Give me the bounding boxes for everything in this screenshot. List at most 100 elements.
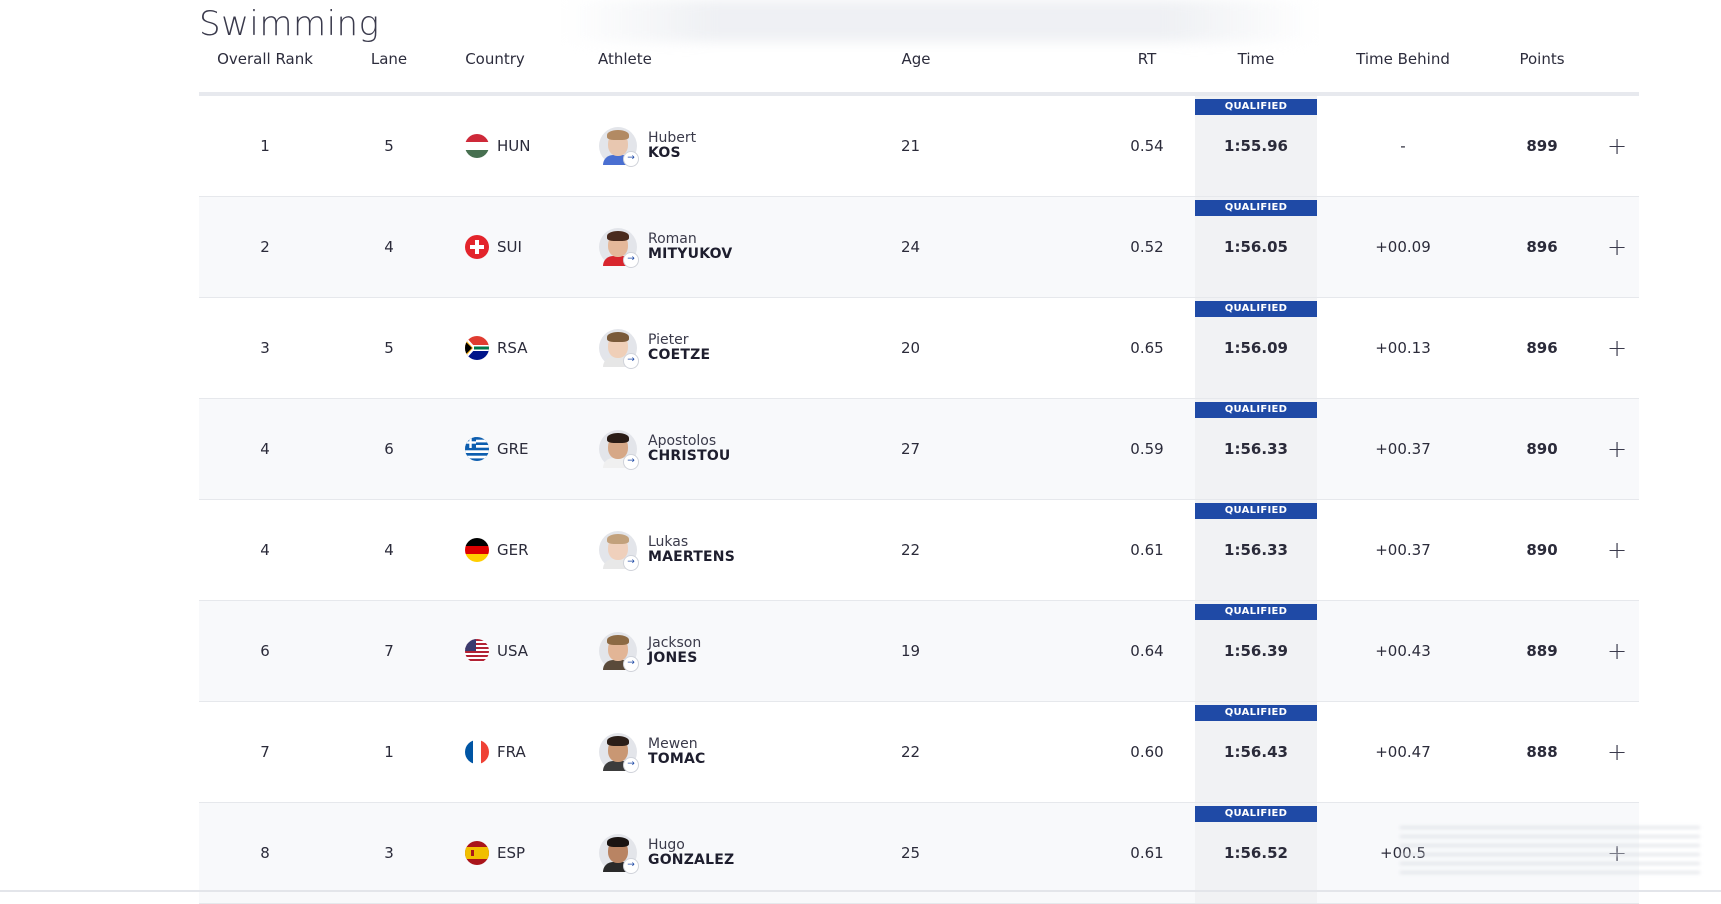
- page-title: Swimming: [199, 4, 380, 44]
- spain-flag-icon: [465, 841, 489, 865]
- lane-cell: 3: [384, 844, 394, 862]
- athlete-avatar[interactable]: →: [599, 834, 639, 874]
- time-behind-cell: +00.43: [1375, 642, 1431, 660]
- expand-row-button[interactable]: +: [1606, 132, 1628, 160]
- qualified-badge: QUALIFIED: [1195, 503, 1317, 519]
- table-header: Overall Rank Lane Country Athlete Age RT…: [199, 40, 1639, 96]
- athlete-first-name: Hubert: [648, 130, 697, 146]
- athlete-name[interactable]: Roman MITYUKOV: [648, 232, 732, 262]
- table-row[interactable]: QUALIFIED 4 6 GRE → Apostolos CHRISTOU 2…: [199, 399, 1639, 500]
- col-country[interactable]: Country: [465, 50, 525, 68]
- avatar-hair: [607, 736, 629, 746]
- athlete-avatar[interactable]: →: [599, 430, 639, 470]
- expand-row-button[interactable]: +: [1606, 738, 1628, 766]
- avatar-shirt: [603, 761, 633, 771]
- col-points[interactable]: Points: [1519, 50, 1565, 68]
- rt-cell: 0.52: [1130, 238, 1164, 256]
- time-behind-cell: +00.37: [1375, 440, 1431, 458]
- table-row[interactable]: QUALIFIED 1 5 HUN → Hubert KOS 21 0.54 1…: [199, 96, 1639, 197]
- col-time[interactable]: Time: [1237, 50, 1275, 68]
- avatar-shirt: [603, 862, 633, 872]
- profile-link-icon[interactable]: →: [623, 656, 639, 672]
- athlete-avatar[interactable]: →: [599, 127, 639, 167]
- lane-cell: 4: [384, 238, 394, 256]
- athlete-first-name: Lukas: [648, 534, 689, 550]
- table-row[interactable]: QUALIFIED 8 3 ESP → Hugo GONZALEZ 25 0.6…: [199, 803, 1639, 904]
- athlete-name[interactable]: Hugo GONZALEZ: [648, 838, 734, 868]
- qualified-badge: QUALIFIED: [1195, 200, 1317, 216]
- time-cell: 1:56.33: [1224, 541, 1288, 559]
- greece-flag-icon: [465, 437, 489, 461]
- table-row[interactable]: QUALIFIED 2 4 SUI → Roman MITYUKOV 24 0.…: [199, 197, 1639, 298]
- avatar-shirt: [603, 256, 633, 266]
- qualified-badge: QUALIFIED: [1195, 705, 1317, 721]
- country-code: GER: [497, 541, 529, 559]
- rt-cell: 0.61: [1130, 541, 1164, 559]
- athlete-name[interactable]: Hubert KOS: [648, 131, 696, 161]
- athlete-avatar[interactable]: →: [599, 632, 639, 672]
- profile-link-icon[interactable]: →: [623, 757, 639, 773]
- athlete-avatar[interactable]: →: [599, 228, 639, 268]
- col-lane[interactable]: Lane: [370, 50, 408, 68]
- table-row[interactable]: QUALIFIED 4 4 GER → Lukas MAERTENS 22 0.…: [199, 500, 1639, 601]
- athlete-name[interactable]: Lukas MAERTENS: [648, 535, 735, 565]
- age-cell: 25: [901, 844, 921, 862]
- athlete-name[interactable]: Jackson JONES: [648, 636, 701, 666]
- table-row[interactable]: QUALIFIED 7 1 FRA → Mewen TOMAC 22 0.60 …: [199, 702, 1639, 803]
- country-code: RSA: [497, 339, 528, 357]
- country-code: ESP: [497, 844, 526, 862]
- expand-row-button[interactable]: +: [1606, 334, 1628, 362]
- qualified-badge: QUALIFIED: [1195, 99, 1317, 115]
- rank-cell: 6: [260, 642, 270, 660]
- athlete-name[interactable]: Pieter COETZE: [648, 333, 710, 363]
- col-rt[interactable]: RT: [1137, 50, 1157, 68]
- lane-cell: 7: [384, 642, 394, 660]
- athlete-last-name: CHRISTOU: [648, 448, 731, 464]
- rank-cell: 7: [260, 743, 270, 761]
- age-cell: 24: [901, 238, 921, 256]
- profile-link-icon[interactable]: →: [623, 252, 639, 268]
- avatar-shirt: [603, 458, 633, 468]
- athlete-avatar[interactable]: →: [599, 733, 639, 773]
- rank-cell: 4: [260, 440, 270, 458]
- profile-link-icon[interactable]: →: [623, 353, 639, 369]
- athlete-name[interactable]: Apostolos CHRISTOU: [648, 434, 730, 464]
- athlete-avatar[interactable]: →: [599, 329, 639, 369]
- table-body: QUALIFIED 1 5 HUN → Hubert KOS 21 0.54 1…: [199, 96, 1639, 904]
- country-code: USA: [497, 642, 529, 660]
- page-bottom-divider: [0, 890, 1721, 892]
- expand-row-button[interactable]: +: [1606, 435, 1628, 463]
- avatar-hair: [607, 635, 629, 645]
- athlete-name[interactable]: Mewen TOMAC: [648, 737, 706, 767]
- profile-link-icon[interactable]: →: [623, 858, 639, 874]
- expand-row-button[interactable]: +: [1606, 233, 1628, 261]
- rank-cell: 2: [260, 238, 270, 256]
- country-code: FRA: [497, 743, 526, 761]
- col-age[interactable]: Age: [901, 50, 931, 68]
- athlete-last-name: MAERTENS: [648, 549, 735, 565]
- expand-row-button[interactable]: +: [1606, 536, 1628, 564]
- avatar-hair: [607, 837, 629, 847]
- age-cell: 20: [901, 339, 921, 357]
- col-time-behind[interactable]: Time Behind: [1356, 50, 1450, 68]
- time-behind-cell: +00.47: [1375, 743, 1431, 761]
- profile-link-icon[interactable]: →: [623, 555, 639, 571]
- avatar-shirt: [603, 559, 633, 569]
- table-row[interactable]: QUALIFIED 3 5 RSA → Pieter COETZE 20 0.6…: [199, 298, 1639, 399]
- col-overall-rank[interactable]: Overall Rank: [217, 50, 313, 68]
- table-row[interactable]: QUALIFIED 6 7 USA → Jackson JONES 19 0.6…: [199, 601, 1639, 702]
- athlete-last-name: KOS: [648, 145, 681, 161]
- athlete-first-name: Jackson: [648, 635, 702, 651]
- usa-flag-icon: [465, 639, 489, 663]
- athlete-first-name: Pieter: [648, 332, 689, 348]
- time-behind-cell: +00.13: [1375, 339, 1431, 357]
- qualified-badge: QUALIFIED: [1195, 402, 1317, 418]
- profile-link-icon[interactable]: →: [623, 151, 639, 167]
- expand-row-button[interactable]: +: [1606, 637, 1628, 665]
- age-cell: 27: [901, 440, 921, 458]
- athlete-avatar[interactable]: →: [599, 531, 639, 571]
- points-cell: 890: [1526, 440, 1558, 458]
- profile-link-icon[interactable]: →: [623, 454, 639, 470]
- col-athlete[interactable]: Athlete: [598, 50, 652, 68]
- athlete-last-name: COETZE: [648, 347, 711, 363]
